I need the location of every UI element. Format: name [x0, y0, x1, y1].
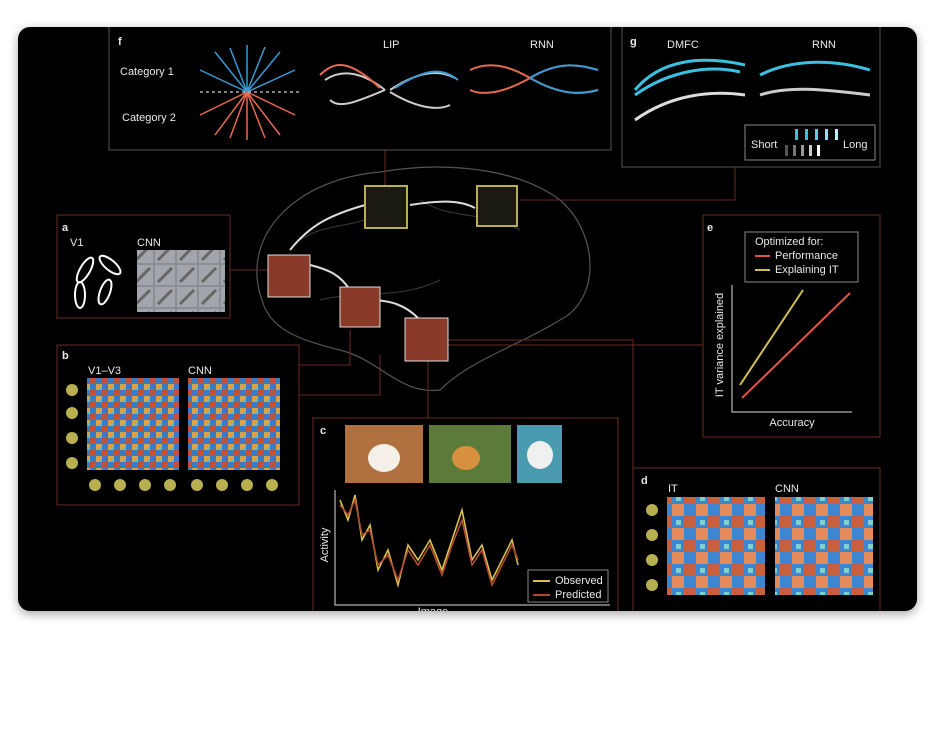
lip-trajectories	[324, 72, 456, 109]
interval-bars	[785, 129, 838, 156]
panel-label: f	[118, 36, 122, 48]
figure: f Category 1 Category 2 LIP RNN g DMFC R…	[56, 27, 881, 618]
panel-f	[108, 27, 612, 151]
dmfc-trajectory	[633, 58, 746, 97]
lip-trajectory	[319, 64, 381, 89]
panel-g	[621, 27, 881, 168]
panel-c	[312, 417, 619, 611]
panel-b	[56, 344, 300, 506]
x-axis-label: Image	[418, 606, 449, 618]
area-label: V1	[70, 237, 83, 249]
observed-trace	[339, 494, 519, 589]
flow-arrows	[289, 200, 476, 319]
legend-label: Short	[751, 139, 777, 151]
predicted-trace	[339, 497, 519, 588]
model-label: RNN	[530, 39, 554, 51]
performance-line	[741, 292, 851, 399]
panel-d	[632, 467, 881, 611]
legend-box	[744, 231, 859, 283]
v1-receptive-fields	[74, 254, 122, 309]
legend-label: Explaining IT	[775, 264, 839, 276]
module-v1	[267, 254, 311, 298]
panel-label: d	[641, 475, 648, 487]
legend-label: Predicted	[555, 589, 601, 601]
module-v4	[339, 286, 381, 328]
legend-label: Observed	[555, 575, 603, 587]
similarity-matrix	[87, 378, 179, 470]
module-it	[404, 317, 449, 362]
panel-e	[702, 214, 881, 438]
panel-label: g	[630, 36, 637, 48]
axes	[731, 285, 852, 413]
stimulus-dog	[527, 441, 553, 469]
category-icons	[66, 384, 278, 491]
stimulus-dog	[368, 444, 400, 472]
dmfc-trajectory	[634, 91, 746, 122]
similarity-matrix	[775, 497, 873, 595]
axes	[334, 490, 610, 606]
similarity-matrix	[667, 497, 765, 595]
model-label: DMFC	[667, 39, 699, 51]
model-label: CNN	[188, 365, 212, 377]
explaining-line	[739, 289, 804, 386]
stimulus-dog	[452, 446, 480, 470]
y-axis-label: IT variance explained	[714, 293, 726, 397]
model-label: CNN	[137, 237, 161, 249]
lip-trajectory	[394, 70, 459, 89]
legend-label: Performance	[775, 250, 838, 262]
direction-arrows	[199, 45, 300, 140]
module-lip	[364, 185, 408, 229]
category-label: Category 1	[120, 66, 174, 78]
legend-title: Optimized for:	[755, 236, 823, 248]
y-axis-label: Activity	[319, 527, 331, 562]
category-label: Category 2	[122, 112, 176, 124]
model-label: CNN	[775, 483, 799, 495]
legend-box	[527, 569, 609, 603]
area-label: V1–V3	[88, 365, 121, 377]
panel-label: e	[707, 222, 713, 234]
panel-label: b	[62, 350, 69, 362]
rnn-trajectory	[759, 87, 871, 97]
module-dmfc	[476, 185, 518, 227]
x-axis-label: Accuracy	[769, 417, 815, 429]
cnn-filters	[137, 250, 225, 312]
panel-a	[56, 214, 231, 319]
rnn-trajectories	[469, 64, 599, 94]
legend-box	[744, 124, 876, 161]
model-label: LIP	[383, 39, 400, 51]
area-label: IT	[668, 483, 678, 495]
model-label: RNN	[812, 39, 836, 51]
panel-label: c	[320, 425, 326, 437]
similarity-matrix	[188, 378, 280, 470]
category-icons	[646, 504, 658, 591]
legend-label: Long	[843, 139, 867, 151]
rnn-trajectory	[759, 60, 871, 77]
panel-label: a	[62, 222, 69, 234]
rnn-trajectories	[529, 64, 599, 94]
